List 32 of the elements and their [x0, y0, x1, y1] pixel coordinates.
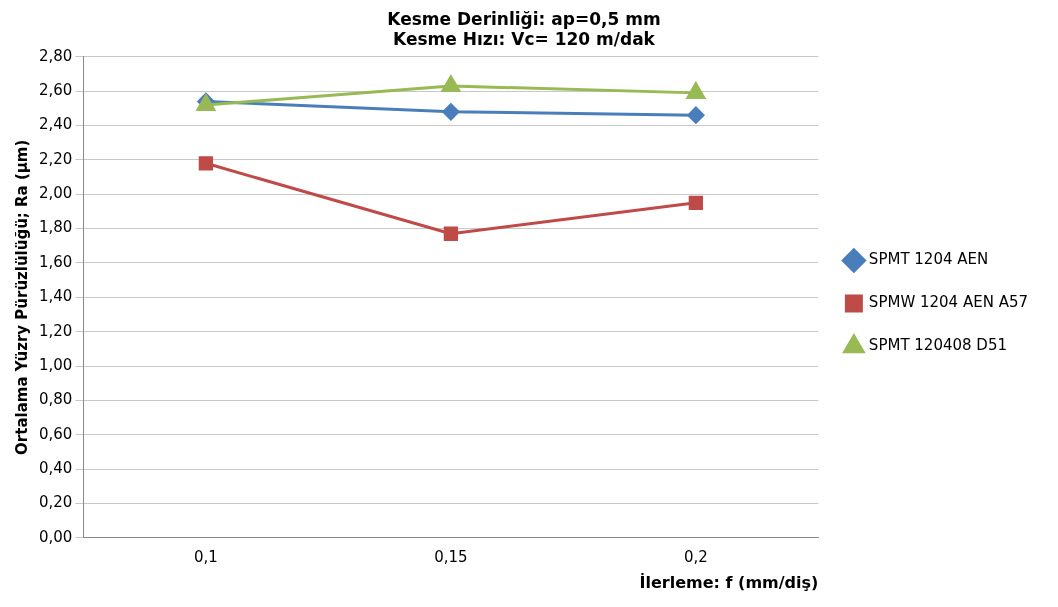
- point: [686, 82, 706, 99]
- point: [442, 103, 460, 121]
- legend-label: SPMW 1204 AEN A57: [868, 293, 1029, 312]
- y-tick-label: 1,40: [38, 287, 73, 306]
- y-tick-label: 1,60: [38, 252, 73, 271]
- x-tick-label: 0,15: [434, 547, 468, 566]
- point: [443, 226, 459, 241]
- legend-label: SPMT 120408 D51: [868, 336, 1007, 355]
- y-tick-label: 0,00: [38, 527, 73, 546]
- y-tick-label: 1,80: [38, 218, 73, 237]
- y-tick-label: 1,00: [38, 355, 73, 374]
- y-tick-label: 2,20: [38, 149, 73, 168]
- y-tick-label: 2,80: [38, 46, 73, 65]
- x-tick-label: 0,1: [193, 547, 218, 566]
- y-tick-label: 2,40: [38, 115, 73, 134]
- legend-label: SPMT 1204 AEN: [868, 250, 989, 269]
- x-tick-label: 0,2: [683, 547, 708, 566]
- y-tick-label: 0,80: [38, 390, 73, 409]
- point: [198, 156, 214, 171]
- point: [688, 195, 704, 210]
- point: [687, 106, 705, 124]
- text: Kesme Hızı: Vc= 120 m/dak: [393, 29, 655, 50]
- text: Kesme Derinliği: ap=0,5 mm: [387, 8, 661, 29]
- y-tick-label: 1,20: [38, 321, 73, 340]
- y-tick-label: 0,60: [38, 424, 73, 443]
- x-axis-title: İlerleme: f (mm/diş): [639, 572, 819, 592]
- y-tick-label: 0,20: [38, 493, 73, 512]
- y-tick-label: 0,40: [38, 458, 73, 477]
- point: [441, 75, 461, 92]
- y-tick-label: 2,60: [38, 81, 73, 100]
- y-tick-label: 2,00: [38, 184, 73, 203]
- y-axis-title: Ortalama Yüzry Pürüzlülüğü; Ra (µm): [12, 139, 31, 455]
